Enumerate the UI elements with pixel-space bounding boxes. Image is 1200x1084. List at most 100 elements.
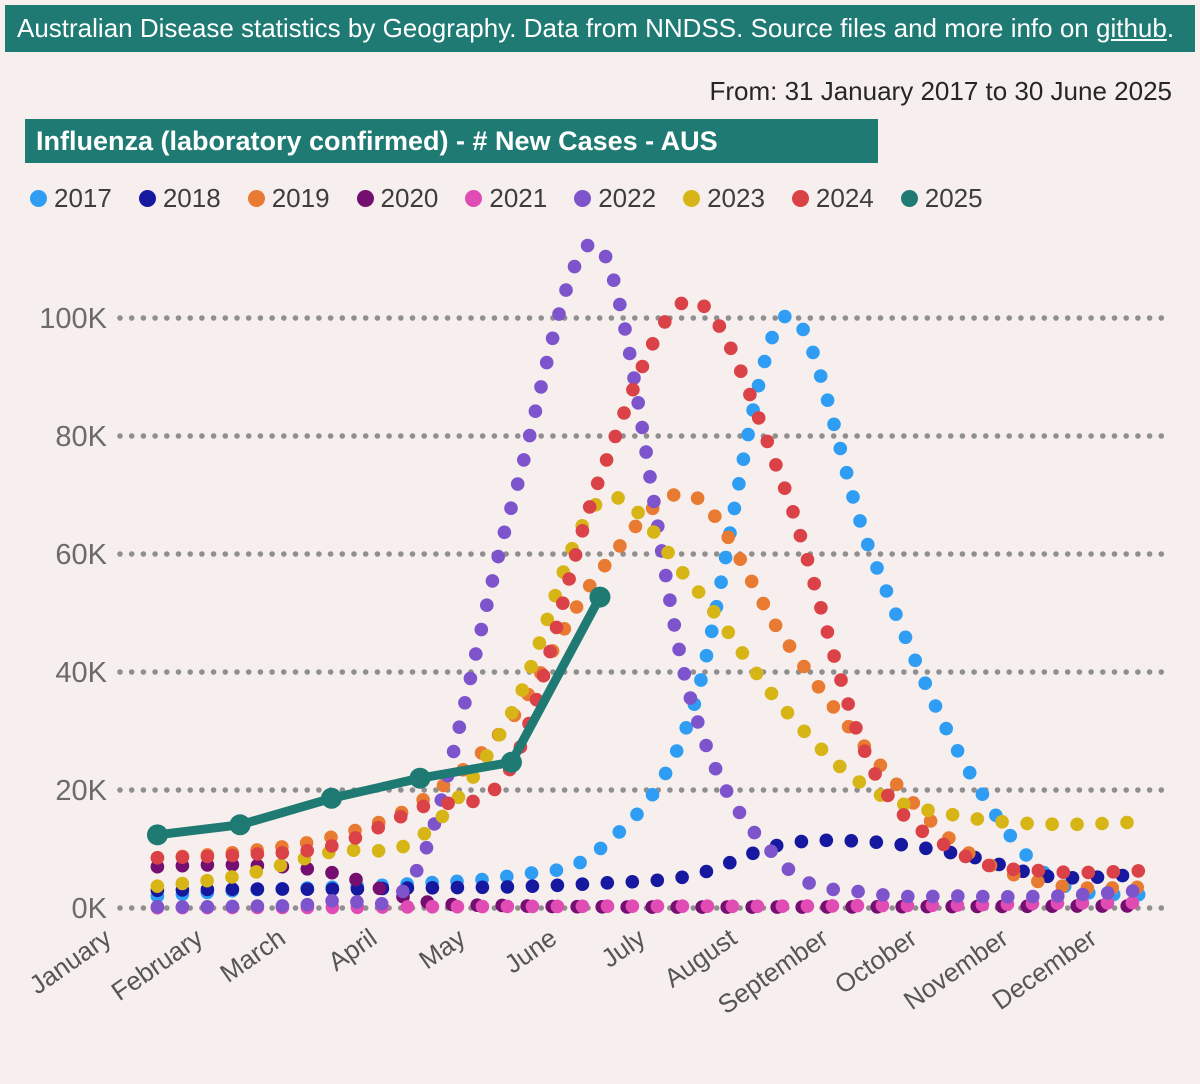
legend-item-2023[interactable]: 2023 xyxy=(683,183,765,214)
github-link[interactable]: github xyxy=(1096,13,1167,43)
data-dot-2023 xyxy=(970,812,985,826)
data-dot-2023 xyxy=(646,525,661,539)
legend-item-2018[interactable]: 2018 xyxy=(138,183,221,214)
grid-dot xyxy=(538,551,544,557)
grid-dot xyxy=(304,433,311,439)
data-marker-2025[interactable] xyxy=(409,767,431,789)
series-2019[interactable] xyxy=(150,488,1144,895)
grid-dot xyxy=(1135,669,1141,675)
date-range-label: From: 31 January 2017 to 30 June 2025 xyxy=(709,76,1172,106)
grid-dot xyxy=(772,433,778,439)
legend-item-2024[interactable]: 2024 xyxy=(791,183,874,214)
grid-dot xyxy=(245,905,252,911)
data-dot-2020 xyxy=(225,858,240,872)
grid-dot xyxy=(269,669,275,675)
series-2022[interactable] xyxy=(150,238,1140,914)
grid-dot xyxy=(374,551,381,557)
grid-dot xyxy=(1076,433,1083,439)
grid-dot xyxy=(1146,669,1153,675)
grid-dot xyxy=(421,787,428,793)
data-dot-2022 xyxy=(463,671,478,686)
grid-dot xyxy=(503,433,509,439)
data-dot-2023 xyxy=(451,790,466,805)
grid-dot xyxy=(491,433,498,439)
grid-dot xyxy=(304,315,311,321)
data-dot-2022 xyxy=(504,501,518,515)
legend-item-2022[interactable]: 2022 xyxy=(574,183,656,214)
grid-dot xyxy=(187,315,193,321)
grid-dot xyxy=(456,315,463,321)
data-dot-2023 xyxy=(515,683,529,697)
grid-dot xyxy=(983,669,989,675)
data-dot-2018 xyxy=(475,880,490,895)
series-2023[interactable] xyxy=(150,491,1134,893)
grid-dot xyxy=(667,433,673,439)
data-dot-2018 xyxy=(794,834,809,849)
grid-dot xyxy=(784,669,790,675)
legend-item-2020[interactable]: 2020 xyxy=(356,183,438,214)
grid-dot xyxy=(690,905,697,911)
grid-dot xyxy=(573,433,580,439)
data-dot-2022 xyxy=(606,273,621,288)
legend-item-2019[interactable]: 2019 xyxy=(247,183,330,214)
grid-dot xyxy=(1135,551,1141,557)
grid-dot xyxy=(515,905,521,911)
data-dot-2024 xyxy=(697,299,711,314)
legend-label: 2022 xyxy=(598,182,657,213)
grid-dot xyxy=(234,669,240,675)
grid-dot xyxy=(327,551,334,557)
grid-dot xyxy=(1029,433,1036,439)
grid-dot xyxy=(164,669,170,675)
grid-dot xyxy=(912,433,919,439)
grid-dot xyxy=(128,905,135,911)
data-dot-2022 xyxy=(826,882,840,897)
grid-dot xyxy=(526,551,533,557)
grid-dot xyxy=(866,551,872,557)
data-marker-2025[interactable] xyxy=(500,751,522,773)
grid-dot xyxy=(737,787,743,793)
grid-dot xyxy=(281,551,287,557)
data-dot-2020 xyxy=(325,865,339,880)
data-marker-2025[interactable] xyxy=(229,814,251,836)
data-dot-2022 xyxy=(545,331,560,346)
data-dot-2023 xyxy=(814,742,829,757)
grid-dot xyxy=(760,787,767,793)
grid-dot xyxy=(819,551,825,557)
series-2017[interactable] xyxy=(150,309,1146,903)
data-dot-2023 xyxy=(780,705,795,720)
data-dot-2022 xyxy=(1026,889,1040,904)
data-dot-2023 xyxy=(945,807,960,822)
grid-dot xyxy=(304,787,311,793)
grid-dot xyxy=(386,551,392,557)
grid-dot xyxy=(1123,669,1129,675)
legend-item-2025[interactable]: 2025 xyxy=(900,183,983,214)
data-marker-2025[interactable] xyxy=(321,787,342,809)
data-dot-2019 xyxy=(768,618,783,633)
series-2025[interactable] xyxy=(146,586,611,846)
data-dot-2024 xyxy=(1081,865,1096,880)
data-marker-2025[interactable] xyxy=(146,824,168,846)
grid-dot xyxy=(1029,669,1036,675)
legend-item-2017[interactable]: 2017 xyxy=(30,183,112,214)
legend-item-2021[interactable]: 2021 xyxy=(465,183,547,214)
data-dot-2021 xyxy=(1100,896,1115,910)
grid-dot xyxy=(269,905,275,911)
data-marker-2025[interactable] xyxy=(589,586,611,608)
data-dot-2023 xyxy=(200,873,214,888)
grid-dot xyxy=(234,433,240,439)
grid-dot xyxy=(1123,551,1129,557)
data-dot-2024 xyxy=(487,782,502,797)
data-dot-2022 xyxy=(622,346,637,361)
grid-dot xyxy=(479,551,486,557)
grid-dot xyxy=(210,315,217,321)
grid-dot xyxy=(702,669,708,675)
grid-dot xyxy=(281,787,287,793)
series-2021[interactable] xyxy=(150,895,1140,915)
data-dot-2019 xyxy=(826,700,841,714)
grid-dot xyxy=(889,551,895,557)
data-dot-2022 xyxy=(876,888,890,902)
grid-dot xyxy=(538,315,544,321)
grid-dot xyxy=(117,787,123,793)
grid-dot xyxy=(374,315,381,321)
x-axis-month-label: March xyxy=(214,922,290,988)
